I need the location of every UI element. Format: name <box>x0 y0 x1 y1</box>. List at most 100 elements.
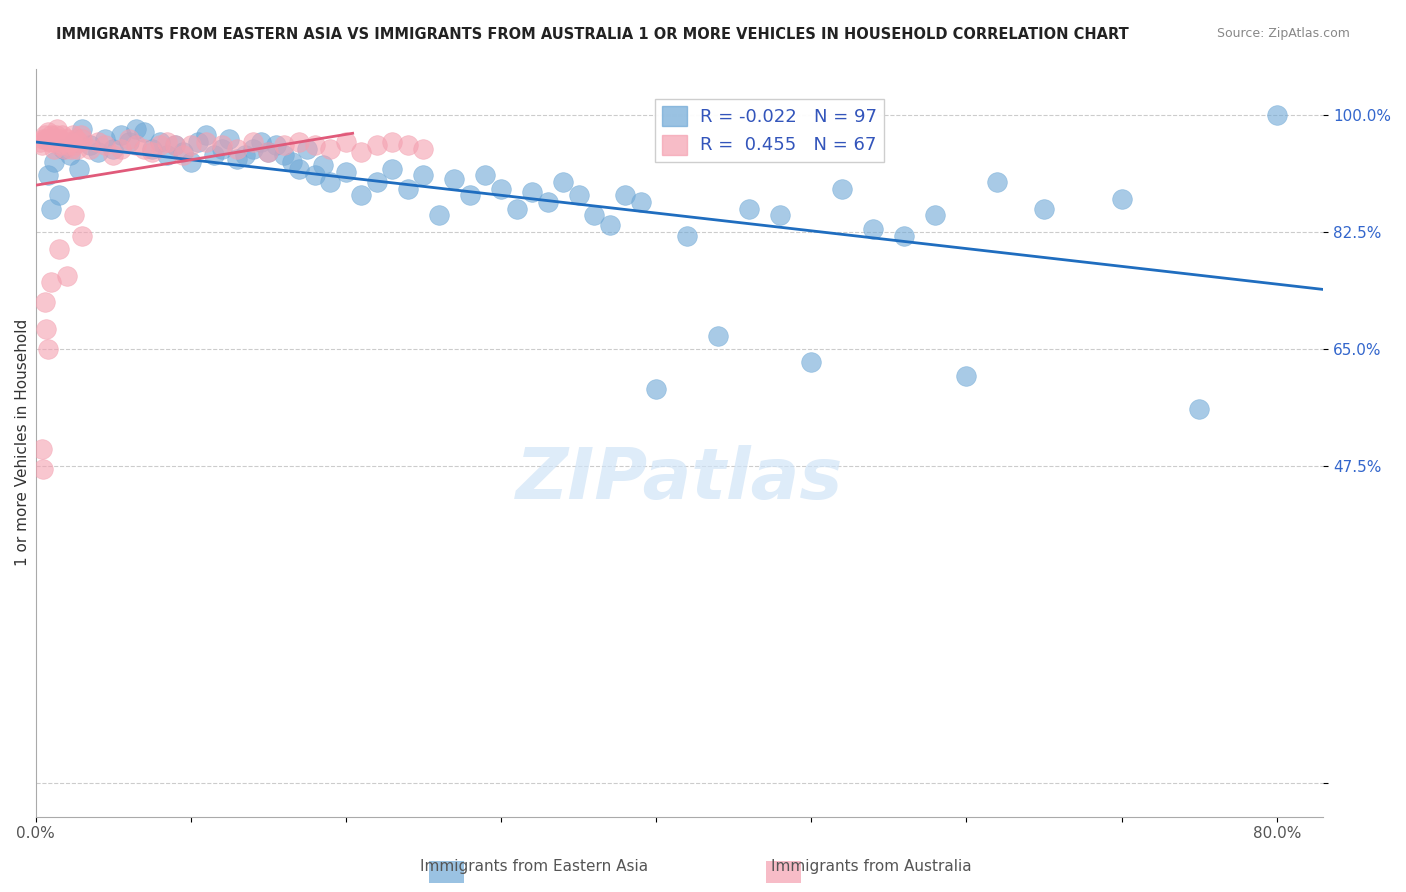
Point <box>335 135 357 149</box>
Point <box>195 135 218 149</box>
Point <box>211 138 233 153</box>
Point <box>366 138 388 153</box>
Point <box>172 148 194 162</box>
Point <box>568 188 591 202</box>
Point <box>180 155 202 169</box>
Point <box>536 195 558 210</box>
Point <box>48 188 70 202</box>
Point <box>986 175 1008 189</box>
Point <box>187 135 209 149</box>
Point <box>32 131 55 145</box>
Point <box>32 462 55 476</box>
Point <box>288 161 311 176</box>
Point <box>831 182 853 196</box>
Point <box>94 131 117 145</box>
Point <box>381 135 404 149</box>
Point <box>31 138 53 153</box>
Point <box>1033 202 1056 216</box>
Point <box>226 142 249 156</box>
Point <box>350 145 373 159</box>
Point <box>319 175 342 189</box>
Point <box>226 152 249 166</box>
Point <box>53 142 76 156</box>
Point <box>63 209 86 223</box>
Point <box>67 161 90 176</box>
Point <box>862 222 884 236</box>
Point <box>141 145 163 159</box>
Point <box>37 169 59 183</box>
Point <box>48 138 70 153</box>
Point <box>288 135 311 149</box>
Point <box>257 145 280 159</box>
Point <box>41 135 63 149</box>
Point <box>59 135 82 149</box>
Point <box>165 138 187 153</box>
Point <box>141 142 163 156</box>
Point <box>800 355 823 369</box>
Point <box>1111 192 1133 206</box>
Point <box>614 188 637 202</box>
Point <box>156 148 179 162</box>
Text: Immigrants from Eastern Asia: Immigrants from Eastern Asia <box>420 859 648 874</box>
Text: Immigrants from Australia: Immigrants from Australia <box>772 859 972 874</box>
Point <box>172 145 194 159</box>
Point <box>955 368 977 383</box>
Point <box>273 148 295 162</box>
Point <box>195 128 218 143</box>
Point <box>39 275 62 289</box>
Point <box>46 121 69 136</box>
Text: ZIPatlas: ZIPatlas <box>516 445 844 515</box>
Point <box>180 138 202 153</box>
Point <box>35 322 58 336</box>
Point <box>66 142 89 156</box>
Point <box>304 138 326 153</box>
Point <box>676 228 699 243</box>
Point <box>218 131 240 145</box>
Point <box>893 228 915 243</box>
Point <box>505 202 527 216</box>
Point <box>738 202 761 216</box>
Point <box>86 145 108 159</box>
Point <box>63 138 86 153</box>
Point <box>149 135 172 149</box>
Point <box>45 128 67 143</box>
Point <box>599 219 621 233</box>
Point <box>242 142 264 156</box>
Point <box>60 142 83 156</box>
Point <box>35 131 58 145</box>
Point <box>94 138 117 153</box>
Point <box>769 209 792 223</box>
Point <box>125 138 148 153</box>
Point <box>31 442 53 457</box>
Point <box>427 209 450 223</box>
Point <box>70 121 93 136</box>
Point <box>335 165 357 179</box>
Point <box>67 135 90 149</box>
Point <box>304 169 326 183</box>
Point <box>202 148 225 162</box>
Point <box>65 131 87 145</box>
Point <box>38 135 60 149</box>
Y-axis label: 1 or more Vehicles in Household: 1 or more Vehicles in Household <box>15 319 30 566</box>
Point <box>101 142 124 156</box>
Point <box>101 148 124 162</box>
Point <box>242 135 264 149</box>
Point <box>44 142 66 156</box>
Point <box>39 202 62 216</box>
Point <box>49 131 72 145</box>
Point <box>630 195 652 210</box>
Point <box>44 155 66 169</box>
Point <box>381 161 404 176</box>
Point <box>257 145 280 159</box>
Text: IMMIGRANTS FROM EASTERN ASIA VS IMMIGRANTS FROM AUSTRALIA 1 OR MORE VEHICLES IN : IMMIGRANTS FROM EASTERN ASIA VS IMMIGRAN… <box>56 27 1129 42</box>
Point <box>280 155 302 169</box>
Point <box>443 171 465 186</box>
Point <box>52 135 75 149</box>
Point <box>707 328 730 343</box>
Point <box>56 138 79 153</box>
Point <box>117 131 139 145</box>
Point <box>1188 402 1211 417</box>
Point <box>149 138 172 153</box>
Point <box>52 142 75 156</box>
Point <box>396 182 419 196</box>
